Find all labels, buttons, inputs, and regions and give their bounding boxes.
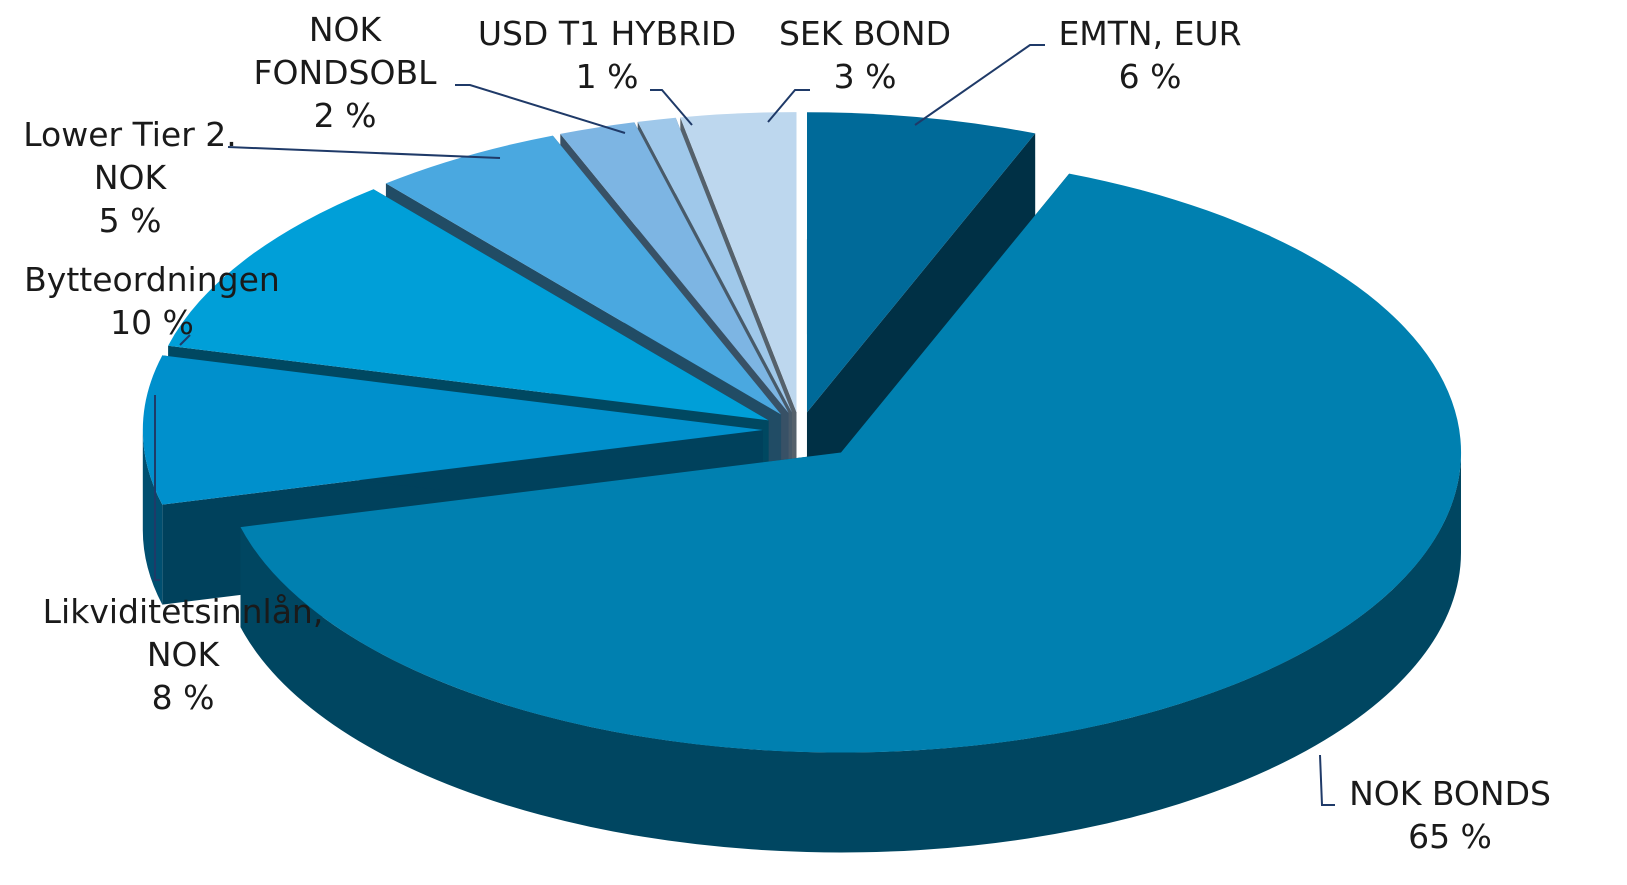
category-label: SEK BOND: [778, 14, 952, 53]
slice: [168, 189, 769, 421]
leader-line: [455, 84, 626, 134]
slice-side: [806, 133, 1036, 513]
slice: [560, 122, 789, 413]
category-label: Likviditetsinnlån, NOK: [42, 592, 324, 674]
value-label: 5 %: [98, 201, 162, 240]
slice: [637, 117, 792, 413]
leader-line: [914, 44, 1045, 126]
leader-line: [179, 334, 191, 346]
slice-wall: [240, 452, 1461, 853]
category-label: NOK BONDS: [1349, 774, 1551, 813]
leader-line: [650, 89, 693, 126]
category-label: Lower Tier 2. NOK: [23, 115, 237, 197]
slice: [142, 355, 763, 505]
value-label: 1 %: [575, 57, 639, 96]
leader-line: [767, 89, 810, 123]
slice: [240, 173, 1462, 753]
value-label: 6 %: [1118, 57, 1182, 96]
data-label: Lower Tier 2. NOK 5 %: [20, 113, 240, 242]
value-label: 8 %: [151, 678, 215, 717]
slices: [142, 112, 1462, 853]
data-label: SEK BOND 3 %: [745, 12, 985, 98]
leader-line: [227, 146, 501, 159]
category-label: NOK FONDSOBL: [253, 10, 437, 92]
data-label: EMTN, EUR 6 %: [990, 12, 1310, 98]
leader-line: [154, 395, 160, 581]
category-label: USD T1 HYBRID: [477, 14, 737, 53]
category-label: EMTN, EUR: [1058, 14, 1242, 53]
data-label: USD T1 HYBRID 1 %: [447, 12, 767, 98]
slice: [385, 135, 782, 415]
value-label: 3 %: [833, 57, 897, 96]
slice: [680, 112, 797, 413]
leader-line: [1319, 754, 1335, 806]
value-label: 2 %: [313, 96, 377, 135]
value-label: 10 %: [110, 303, 194, 342]
leader-lines: [154, 44, 1335, 806]
slice: [806, 112, 1036, 413]
data-label: NOK FONDSOBL 2 %: [235, 8, 455, 137]
category-label: Bytteordningen: [24, 260, 280, 299]
data-label: NOK BONDS 65 %: [1300, 772, 1600, 858]
slice-wall: [142, 430, 163, 605]
value-label: 65 %: [1408, 817, 1492, 856]
data-label: Bytteordningen 10 %: [2, 258, 302, 344]
data-label: Likviditetsinnlån, NOK 8 %: [18, 590, 348, 719]
